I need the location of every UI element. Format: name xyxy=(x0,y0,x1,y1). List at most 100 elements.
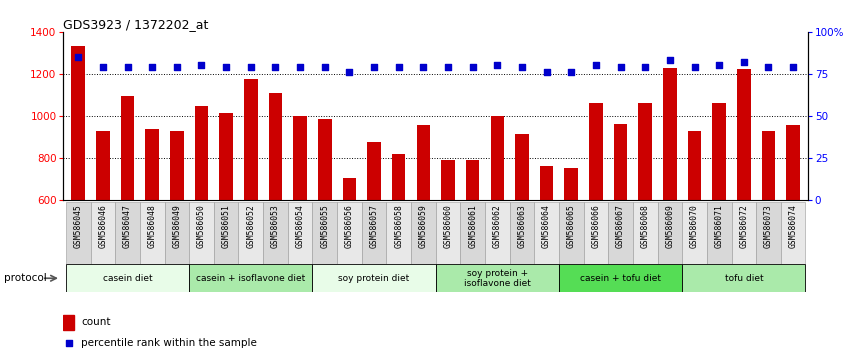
Bar xyxy=(96,131,110,200)
Bar xyxy=(761,131,775,200)
Bar xyxy=(416,125,430,200)
Bar xyxy=(707,202,732,264)
Point xyxy=(392,64,405,70)
Point xyxy=(244,64,257,70)
Bar xyxy=(614,124,628,200)
Text: GSM586048: GSM586048 xyxy=(148,204,157,247)
Bar xyxy=(682,264,805,292)
Point xyxy=(737,59,750,65)
Text: GSM586052: GSM586052 xyxy=(246,204,255,247)
Point xyxy=(515,64,529,70)
Bar xyxy=(787,125,800,200)
Text: GSM586049: GSM586049 xyxy=(173,204,181,247)
Point xyxy=(589,63,602,68)
Bar xyxy=(164,202,190,264)
Bar xyxy=(63,315,74,330)
Text: GSM586059: GSM586059 xyxy=(419,204,428,247)
Point xyxy=(787,64,800,70)
Bar xyxy=(170,131,184,200)
Text: GSM586050: GSM586050 xyxy=(197,204,206,247)
Bar xyxy=(559,202,584,264)
Bar xyxy=(515,134,529,200)
Point xyxy=(318,64,332,70)
Text: GSM586072: GSM586072 xyxy=(739,204,749,247)
Bar xyxy=(633,202,657,264)
Text: GSM586055: GSM586055 xyxy=(321,204,329,247)
Bar xyxy=(318,119,332,200)
Text: protocol: protocol xyxy=(4,273,47,283)
Point xyxy=(688,64,701,70)
Bar xyxy=(66,202,91,264)
Point xyxy=(170,64,184,70)
Bar xyxy=(387,202,411,264)
Bar xyxy=(312,202,337,264)
Text: GSM586066: GSM586066 xyxy=(591,204,601,247)
Text: GSM586063: GSM586063 xyxy=(518,204,526,247)
Text: GSM586058: GSM586058 xyxy=(394,204,404,247)
Bar xyxy=(712,103,726,200)
Text: casein + tofu diet: casein + tofu diet xyxy=(580,274,661,283)
Bar xyxy=(657,202,682,264)
Text: GSM586071: GSM586071 xyxy=(715,204,723,247)
Text: GSM586067: GSM586067 xyxy=(616,204,625,247)
Bar xyxy=(436,264,559,292)
Point xyxy=(416,64,430,70)
Bar xyxy=(269,93,283,200)
Point xyxy=(663,58,677,63)
Bar xyxy=(682,202,707,264)
Point xyxy=(195,63,208,68)
Bar xyxy=(66,264,190,292)
Point xyxy=(62,341,75,346)
Point xyxy=(491,63,504,68)
Bar xyxy=(535,202,559,264)
Bar xyxy=(337,202,362,264)
Point xyxy=(294,64,307,70)
Bar xyxy=(460,202,485,264)
Bar xyxy=(663,68,677,200)
Text: GSM586065: GSM586065 xyxy=(567,204,576,247)
Text: GDS3923 / 1372202_at: GDS3923 / 1372202_at xyxy=(63,18,209,31)
Point xyxy=(367,64,381,70)
Bar xyxy=(312,264,436,292)
Point xyxy=(442,64,455,70)
Bar xyxy=(639,103,652,200)
Bar xyxy=(121,96,135,200)
Text: GSM586054: GSM586054 xyxy=(295,204,305,247)
Point xyxy=(712,63,726,68)
Bar xyxy=(392,154,405,200)
Point xyxy=(121,64,135,70)
Point xyxy=(639,64,652,70)
Bar xyxy=(263,202,288,264)
Bar xyxy=(190,264,312,292)
Bar xyxy=(589,103,602,200)
Point xyxy=(96,64,110,70)
Point xyxy=(219,64,233,70)
Text: soy protein +
isoflavone diet: soy protein + isoflavone diet xyxy=(464,269,530,288)
Bar xyxy=(485,202,509,264)
Bar xyxy=(584,202,608,264)
Bar xyxy=(71,46,85,200)
Text: casein diet: casein diet xyxy=(102,274,152,283)
Text: GSM586070: GSM586070 xyxy=(690,204,699,247)
Bar xyxy=(140,202,164,264)
Bar xyxy=(608,202,633,264)
Point xyxy=(269,64,283,70)
Text: soy protein diet: soy protein diet xyxy=(338,274,409,283)
Bar xyxy=(91,202,115,264)
Bar xyxy=(540,166,553,200)
Point xyxy=(343,69,356,75)
Bar xyxy=(288,202,312,264)
Point xyxy=(466,64,480,70)
Bar xyxy=(411,202,436,264)
Text: GSM586056: GSM586056 xyxy=(345,204,354,247)
Text: percentile rank within the sample: percentile rank within the sample xyxy=(81,338,257,348)
Bar xyxy=(737,69,750,200)
Text: GSM586061: GSM586061 xyxy=(468,204,477,247)
Point xyxy=(761,64,775,70)
Bar xyxy=(115,202,140,264)
Text: GSM586047: GSM586047 xyxy=(123,204,132,247)
Bar xyxy=(509,202,535,264)
Bar xyxy=(190,202,214,264)
Bar xyxy=(436,202,460,264)
Bar xyxy=(362,202,387,264)
